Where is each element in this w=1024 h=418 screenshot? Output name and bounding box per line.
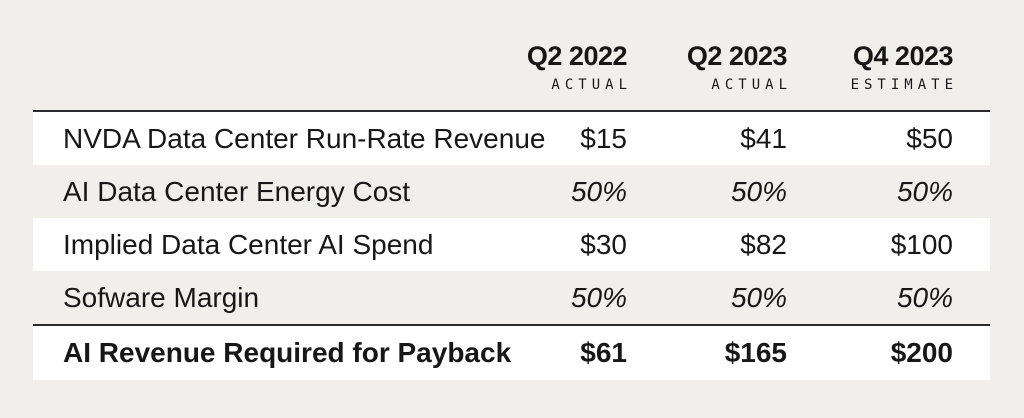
row-value: $15	[580, 122, 627, 154]
row-value: $100	[890, 228, 953, 260]
row-value: 50%	[896, 175, 953, 207]
table-row: AI Data Center Energy Cost 50% 50% 50%	[33, 165, 990, 218]
column-header: Q2 2023 ACTUAL	[627, 41, 788, 94]
row-value: 50%	[730, 175, 787, 207]
table-row: NVDA Data Center Run-Rate Revenue $15 $4…	[33, 112, 990, 166]
column-period: Q4 2023	[852, 41, 954, 71]
row-value: $50	[906, 122, 953, 154]
row-value: $82	[740, 228, 787, 260]
table-row: AI Revenue Required for Payback $61 $165…	[33, 324, 990, 381]
row-value: 50%	[896, 281, 953, 313]
row-value: 50%	[570, 281, 627, 313]
payback-table: Q2 2022 ACTUAL Q2 2023 ACTUAL Q4 2023 ES…	[33, 0, 990, 381]
row-value: $41	[740, 122, 787, 154]
table-header: Q2 2022 ACTUAL Q2 2023 ACTUAL Q4 2023 ES…	[33, 0, 990, 110]
row-value: 50%	[730, 281, 787, 313]
column-period: Q2 2023	[686, 41, 788, 71]
column-subtitle: ACTUAL	[551, 77, 632, 94]
column-subtitle: ACTUAL	[711, 77, 792, 94]
row-label: AI Data Center Energy Cost	[63, 175, 411, 207]
row-value: $61	[580, 337, 627, 369]
row-label: Sofware Margin	[63, 281, 260, 313]
row-value: $165	[724, 337, 787, 369]
column-header: Q2 2022 ACTUAL	[467, 41, 628, 94]
row-label: AI Revenue Required for Payback	[63, 337, 512, 369]
table-body: NVDA Data Center Run-Rate Revenue $15 $4…	[33, 110, 990, 381]
row-label: Implied Data Center AI Spend	[63, 228, 434, 260]
table-row: Implied Data Center AI Spend $30 $82 $10…	[33, 218, 990, 272]
column-header: Q4 2023 ESTIMATE	[787, 41, 954, 94]
column-period: Q2 2022	[526, 41, 628, 71]
table-row: Sofware Margin 50% 50% 50%	[33, 271, 990, 324]
row-value: 50%	[570, 175, 627, 207]
row-value: $200	[890, 337, 953, 369]
row-value: $30	[580, 228, 627, 260]
column-subtitle: ESTIMATE	[850, 77, 958, 94]
row-label: NVDA Data Center Run-Rate Revenue	[63, 122, 546, 154]
